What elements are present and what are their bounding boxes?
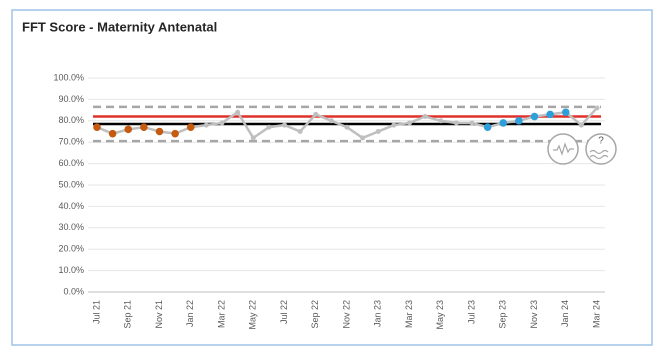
variation-icon (547, 133, 579, 165)
data-point (344, 124, 350, 130)
data-point (515, 117, 523, 125)
data-point (375, 129, 381, 134)
chart-frame (11, 9, 653, 346)
data-point (483, 123, 492, 132)
y-tick-label: 100.0% (53, 72, 84, 82)
data-point (546, 110, 554, 119)
data-point (313, 111, 319, 117)
x-tick-label: May 23 (435, 300, 445, 330)
data-point (360, 135, 366, 141)
data-point (235, 109, 241, 115)
data-point (282, 122, 287, 128)
x-tick-label: Sep 22 (310, 300, 320, 329)
y-tick-label: 90.0% (58, 94, 84, 104)
y-tick-label: 30.0% (58, 222, 84, 232)
data-point (407, 120, 412, 126)
data-point (108, 129, 117, 138)
data-point (422, 114, 428, 120)
chart-title: FFT Score - Maternity Antenatal (22, 19, 217, 34)
y-tick-label: 60.0% (58, 158, 84, 168)
x-tick-label: Jul 22 (279, 300, 289, 324)
x-tick-label: Mar 23 (404, 300, 414, 328)
y-tick-label: 0.0% (63, 286, 84, 296)
x-tick-label: Jan 23 (373, 300, 383, 327)
y-tick-label: 50.0% (58, 179, 84, 189)
data-point (594, 105, 600, 111)
x-tick-label: Jan 24 (560, 300, 570, 327)
data-point (186, 123, 195, 132)
x-tick-label: Mar 24 (591, 300, 601, 328)
y-tick-label: 70.0% (58, 137, 84, 147)
data-point (250, 135, 256, 141)
data-point (578, 122, 584, 128)
data-point (530, 112, 539, 121)
assurance-icon-text: ? (598, 136, 604, 147)
x-tick-label: Jan 22 (185, 300, 195, 327)
data-point (171, 129, 179, 138)
data-point (93, 123, 101, 132)
data-point (328, 118, 334, 124)
data-point (140, 123, 148, 132)
x-tick-label: Sep 23 (498, 300, 508, 329)
y-tick-label: 40.0% (58, 201, 84, 211)
x-tick-label: Nov 23 (529, 300, 539, 329)
y-tick-label: 20.0% (58, 244, 84, 254)
y-tick-label: 10.0% (58, 265, 84, 275)
assurance-icon: ? (585, 133, 617, 165)
x-tick-label: Nov 22 (341, 300, 351, 329)
data-point (203, 122, 209, 128)
data-point (469, 120, 475, 126)
x-tick-label: Sep 21 (123, 300, 133, 329)
data-point (438, 118, 444, 124)
data-point (561, 108, 570, 117)
x-tick-label: Mar 22 (216, 300, 226, 328)
y-tick-label: 80.0% (58, 115, 84, 125)
x-tick-label: May 22 (248, 300, 258, 330)
x-tick-label: Jul 21 (91, 300, 101, 324)
data-point (499, 119, 508, 127)
data-point (453, 120, 459, 126)
x-tick-label: Nov 21 (154, 300, 164, 329)
data-point (124, 125, 133, 134)
data-point (391, 122, 397, 128)
data-point (219, 120, 225, 126)
data-point (266, 124, 272, 130)
x-tick-label: Jul 23 (466, 300, 476, 324)
data-point (155, 127, 164, 136)
data-point (297, 129, 303, 134)
